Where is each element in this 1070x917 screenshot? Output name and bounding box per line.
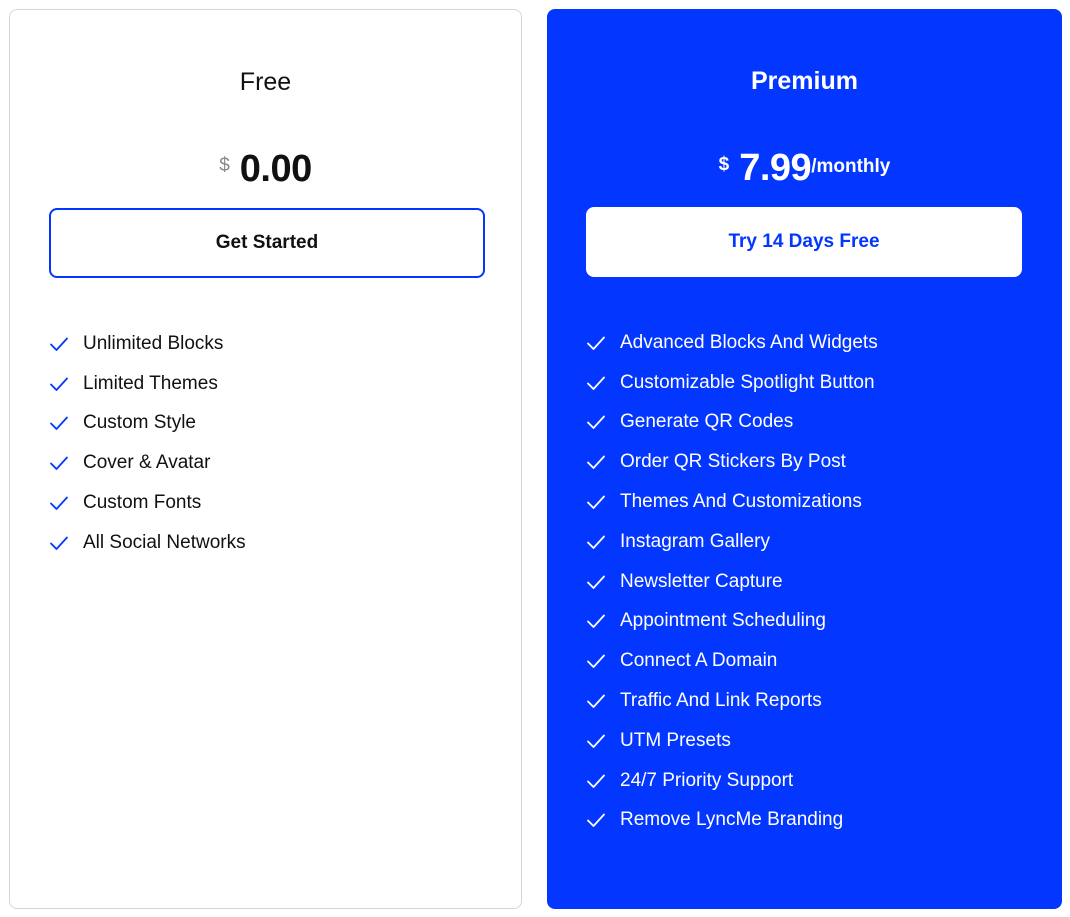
feature-label: Order QR Stickers By Post xyxy=(620,451,846,473)
check-icon xyxy=(587,376,605,390)
billing-period: /monthly xyxy=(811,156,891,177)
feature-item: Themes And Customizations xyxy=(586,482,878,522)
check-icon xyxy=(587,615,605,629)
feature-item: Cover & Avatar xyxy=(49,443,246,483)
check-icon xyxy=(50,496,68,510)
check-icon xyxy=(587,535,605,549)
feature-label: Instagram Gallery xyxy=(620,530,770,552)
check-icon xyxy=(50,456,68,471)
feature-label: Newsletter Capture xyxy=(620,570,783,592)
check-icon xyxy=(50,337,68,351)
currency-symbol: $ xyxy=(718,154,730,175)
feature-label: Generate QR Codes xyxy=(620,411,794,433)
feature-item: Newsletter Capture xyxy=(586,562,878,602)
feature-label: Advanced Blocks And Widgets xyxy=(620,331,878,353)
feature-label: Limited Themes xyxy=(83,372,218,394)
price-amount: 7.99 xyxy=(739,147,812,189)
plan-title: Free xyxy=(239,68,292,96)
check-icon xyxy=(50,536,68,550)
feature-label: Traffic And Link Reports xyxy=(620,690,822,712)
feature-item: Limited Themes xyxy=(49,364,246,404)
check-icon xyxy=(587,416,605,430)
plan-price: $0.00 xyxy=(10,148,521,191)
feature-label: Customizable Spotlight Button xyxy=(620,371,875,393)
feature-label: All Social Networks xyxy=(83,531,246,553)
feature-label: Cover & Avatar xyxy=(83,452,211,474)
plan-price: $7.99/monthly xyxy=(547,147,1062,190)
plan-title: Premium xyxy=(751,67,858,95)
feature-item: Custom Fonts xyxy=(49,483,246,523)
feature-item: 24/7 Priority Support xyxy=(586,761,878,801)
feature-label: Unlimited Blocks xyxy=(83,332,224,354)
check-icon xyxy=(587,694,605,708)
check-icon xyxy=(50,377,68,391)
feature-label: Remove LyncMe Branding xyxy=(620,809,844,831)
try-free-button[interactable]: Try 14 Days Free xyxy=(586,207,1022,277)
feature-list: Advanced Blocks And Widgets Customizable … xyxy=(586,323,878,840)
feature-item: Order QR Stickers By Post xyxy=(586,442,878,482)
premium-plan-card: Premium $7.99/monthly Try 14 Days Free A… xyxy=(547,9,1062,909)
check-icon xyxy=(587,575,605,589)
price-amount: 0.00 xyxy=(239,148,312,190)
feature-label: Connect A Domain xyxy=(620,650,778,672)
check-icon xyxy=(587,814,605,828)
feature-item: Connect A Domain xyxy=(586,641,878,681)
feature-list: Unlimited Blocks Limited Themes Custom Sty… xyxy=(49,324,246,563)
feature-label: 24/7 Priority Support xyxy=(620,769,794,791)
feature-item: Instagram Gallery xyxy=(586,522,878,562)
check-icon xyxy=(587,336,605,350)
check-icon xyxy=(587,455,605,470)
free-plan-card: Free $0.00 Get Started Unlimited Blocks L… xyxy=(9,9,522,909)
check-icon xyxy=(587,734,605,748)
feature-label: Custom Fonts xyxy=(83,492,202,514)
currency-symbol: $ xyxy=(219,155,230,176)
feature-item: Remove LyncMe Branding xyxy=(586,801,878,841)
feature-item: Custom Style xyxy=(49,404,246,444)
feature-label: Appointment Scheduling xyxy=(620,610,826,632)
get-started-button[interactable]: Get Started xyxy=(49,208,485,278)
check-icon xyxy=(50,417,68,431)
check-icon xyxy=(587,654,605,669)
feature-label: Custom Style xyxy=(83,412,196,434)
feature-item: Unlimited Blocks xyxy=(49,324,246,364)
check-icon xyxy=(587,774,605,788)
feature-item: Traffic And Link Reports xyxy=(586,681,878,721)
feature-label: UTM Presets xyxy=(620,729,731,751)
feature-item: UTM Presets xyxy=(586,721,878,761)
feature-item: Appointment Scheduling xyxy=(586,602,878,642)
feature-item: Customizable Spotlight Button xyxy=(586,363,878,403)
feature-item: Generate QR Codes xyxy=(586,403,878,443)
feature-item: Advanced Blocks And Widgets xyxy=(586,323,878,363)
feature-label: Themes And Customizations xyxy=(620,491,862,513)
check-icon xyxy=(587,495,605,509)
feature-item: All Social Networks xyxy=(49,523,246,563)
